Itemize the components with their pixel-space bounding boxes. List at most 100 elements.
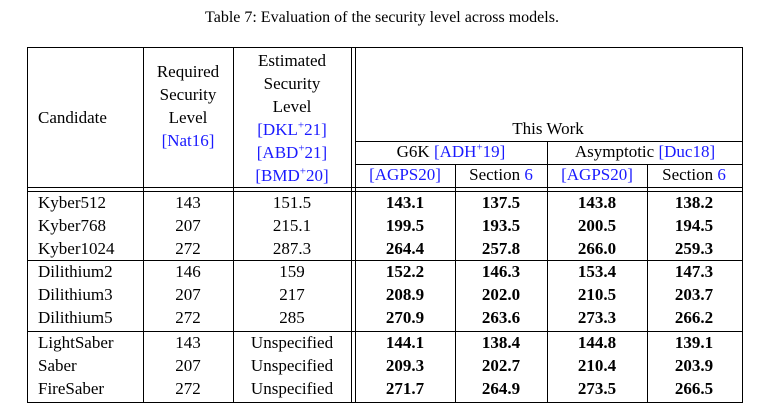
cell: 209.3 [385,356,425,375]
cell: 203.7 [674,285,714,304]
cite-part: + [476,141,483,154]
header-g6k: G6K [ADH+19] [397,142,506,162]
cell: 272 [175,239,201,258]
cell: 272 [175,308,201,327]
rule [27,260,743,261]
rule [647,164,648,403]
cite-sup: + [297,119,305,132]
rule [27,402,743,403]
cell: 273.5 [577,379,617,398]
header-cite: [ADH+19] [434,142,505,161]
header-required: Required [156,62,220,81]
header-cite: [AGPS20] [369,165,441,184]
cell-candidate: Saber [38,356,77,375]
cite-part: [ADH [433,142,477,161]
rule [355,141,743,142]
header-cite: [ABD+21] [257,143,327,163]
cell-candidate: Kyber1024 [38,239,115,258]
header-text: G6K [396,142,430,161]
rule [27,47,743,48]
cell-candidate: FireSaber [38,379,105,398]
cell: 270.9 [385,308,425,327]
cell: 151.5 [272,193,312,212]
cell: Unspecified [250,356,334,375]
header-cite: [DKL+21] [257,120,327,140]
cell: 202.7 [481,356,521,375]
cell: 207 [175,216,201,235]
header-required: Security [159,85,217,104]
caption: Table 7: Evaluation of the security leve… [205,9,559,26]
cell: 200.5 [577,216,617,235]
cell: 199.5 [385,216,425,235]
cite-part: 21] [304,120,327,139]
rule [27,187,743,188]
cite-part: 19] [482,142,506,161]
header-section: Section 6 [469,165,533,185]
header-estimated: Security [263,74,321,93]
cell: 217 [279,285,305,304]
cell: 264.9 [481,379,521,398]
header-text: Section [469,165,521,184]
cite-part: 20] [305,166,329,185]
header-estimated: Estimated [258,51,326,70]
cell-candidate: LightSaber [38,333,114,352]
cell: Unspecified [250,379,334,398]
rule [355,164,743,165]
cell: 257.8 [481,239,521,258]
cell: 203.9 [674,356,714,375]
cell: 285 [279,308,305,327]
cell-candidate: Kyber768 [38,216,106,235]
cell: 287.3 [272,239,312,258]
header-text: Section [662,165,714,184]
cite-part: 21] [304,143,328,162]
cell: 202.0 [481,285,521,304]
header-required: Level [168,108,208,127]
header-ref: 6 [717,165,726,184]
cell: 138.4 [481,333,521,352]
header-text: Asymptotic [574,142,655,161]
header-section: Section 6 [662,165,726,185]
cell-candidate: Dilithium3 [38,285,113,304]
cell: 272 [175,379,201,398]
cell: 137.5 [481,193,521,212]
header-asymptotic: Asymptotic [Duc18] [575,142,715,162]
cite-sup: + [299,165,306,178]
cell: 271.7 [385,379,425,398]
cell: 194.5 [674,216,714,235]
cell: 159 [279,262,305,281]
cell: 153.4 [577,262,617,281]
cell: 264.4 [385,239,425,258]
cell-candidate: Dilithium2 [38,262,113,281]
cell: 215.1 [272,216,312,235]
header-this-work: This Work [512,119,584,138]
cite-part: [BMD [255,166,300,185]
header-cite: [Duc18] [658,142,716,161]
cell: 259.3 [674,239,714,258]
rule [351,47,352,403]
cell: 152.2 [385,262,425,281]
header-cite: [AGPS20] [561,165,633,184]
cell: 143 [175,193,201,212]
header-cite: [BMD+20] [255,166,328,186]
cell: 207 [175,356,201,375]
cell: 207 [175,285,201,304]
cell: 263.6 [481,308,521,327]
cell: 143.8 [577,193,617,212]
cell: 266.2 [674,308,714,327]
header-candidate: Candidate [38,108,107,127]
cell: 210.4 [577,356,617,375]
rule [27,331,743,332]
rule [355,47,356,403]
rule [547,141,548,403]
cell: 210.5 [577,285,617,304]
cite-part: [ABD [256,143,299,162]
rule [455,164,456,403]
cell: 146 [175,262,201,281]
cell: 139.1 [674,333,714,352]
cite-sup: + [298,142,305,155]
cell: 193.5 [481,216,521,235]
rule [27,47,28,403]
cell: 144.8 [577,333,617,352]
header-cite: [Nat16] [161,131,215,150]
